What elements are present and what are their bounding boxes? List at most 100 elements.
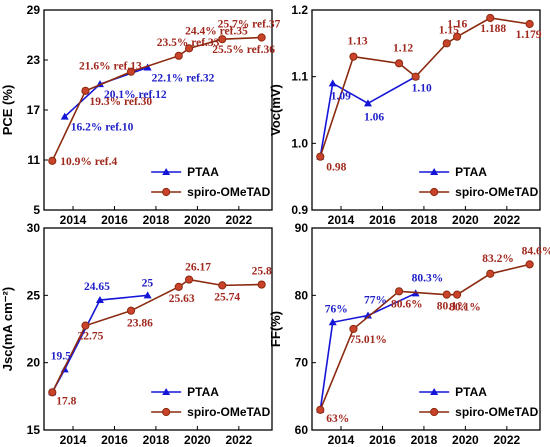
x-tick-label: 2014 (328, 433, 355, 447)
legend-label-spiro-ometad: spiro-OMeTAD (455, 185, 538, 199)
legend-marker-ptaa (430, 168, 439, 175)
data-label: 17.8 (56, 395, 76, 407)
data-label: 1.13 (347, 36, 367, 48)
y-tick-label: 1.2 (291, 3, 308, 17)
data-label: 80.1% (449, 302, 481, 314)
data-label: 84.6% (522, 245, 550, 257)
data-point-spiro-ometad (48, 156, 57, 165)
y-tick-label: 80 (295, 288, 309, 302)
legend-marker-spiro-ometad (430, 407, 439, 417)
data-label: 1.09 (331, 90, 351, 102)
x-tick-label: 2022 (493, 433, 520, 447)
data-point-spiro-ometad (126, 306, 136, 315)
data-point-spiro-ometad (257, 280, 266, 289)
data-label: 83.2% (482, 253, 514, 265)
y-tick-label: 15 (27, 423, 41, 437)
data-label: 25.63 (169, 293, 195, 305)
y-axis-title: FF(%) (268, 311, 283, 347)
data-label: 1.12 (393, 42, 413, 54)
data-point-spiro-ometad (442, 39, 451, 48)
data-label: 25.7% ref.37 (218, 19, 281, 31)
data-label: 24.4% ref.35 (185, 25, 248, 37)
data-label: 0.98 (326, 162, 346, 174)
data-label: 25.8 (252, 266, 272, 278)
data-label: 19.5 (51, 350, 71, 362)
data-label: 10.9% ref.4 (60, 156, 117, 168)
data-point-spiro-ometad (349, 52, 358, 61)
x-tick-label: 2022 (493, 213, 520, 227)
data-label: 1.15 (439, 24, 459, 36)
data-point-spiro-ometad (525, 19, 534, 29)
legend-label-ptaa: PTAA (187, 385, 219, 399)
y-tick-label: 5 (33, 203, 40, 217)
data-point-ptaa (60, 112, 69, 120)
x-tick-label: 2020 (184, 433, 211, 447)
x-tick-label: 2016 (101, 213, 128, 227)
data-label: 76% (325, 303, 348, 315)
legend-label-ptaa: PTAA (187, 165, 219, 179)
y-tick-label: 60 (295, 423, 309, 437)
x-tick-label: 2018 (143, 433, 170, 447)
data-point-spiro-ometad (411, 72, 420, 81)
y-tick-label: 29 (27, 3, 41, 17)
data-label: 25 (142, 277, 154, 289)
y-tick-label: 17 (27, 103, 41, 117)
legend-label-ptaa: PTAA (455, 385, 487, 399)
data-point-spiro-ometad (316, 152, 325, 161)
data-point-spiro-ometad (452, 290, 462, 299)
y-axis-title: Jsc(mA cm⁻²) (0, 287, 15, 371)
data-point-spiro-ometad (257, 33, 266, 42)
y-axis-title: Voc(mV) (268, 84, 283, 136)
data-label: 1.10 (412, 83, 432, 95)
data-point-spiro-ometad (174, 282, 183, 291)
y-tick-label: 11 (27, 153, 40, 167)
x-tick-label: 2014 (60, 213, 87, 227)
data-point-spiro-ometad (316, 405, 325, 414)
data-label: 21.6% ref.13 (79, 61, 142, 73)
x-tick-label: 2018 (411, 213, 438, 227)
legend-label-spiro-ometad: spiro-OMeTAD (187, 405, 270, 419)
data-label: 1.179 (516, 29, 542, 41)
legend-marker-spiro-ometad (162, 407, 171, 417)
x-tick-label: 2020 (184, 213, 211, 227)
data-label: 24.65 (84, 281, 110, 293)
data-point-ptaa (363, 99, 372, 107)
chart-panel-2: 2014 2016 2018 2020 2022 0.9 1.0 1.1 1.2 Voc(mV) 0… (268, 3, 542, 227)
data-label: 80.6% (391, 298, 423, 310)
legend-marker-ptaa (162, 168, 171, 175)
data-label: 23.86 (127, 318, 153, 330)
data-point-spiro-ometad (525, 260, 534, 269)
data-label: 75.01% (349, 334, 386, 346)
data-label: 1.188 (480, 23, 506, 35)
x-tick-label: 2016 (101, 433, 128, 447)
legend-marker-ptaa (162, 388, 171, 395)
data-label: 25.74 (214, 291, 240, 303)
x-tick-label: 2016 (369, 433, 396, 447)
x-tick-label: 2020 (452, 433, 479, 447)
data-point-spiro-ometad (184, 44, 194, 53)
chart-panel-1: 2014 2016 2018 2020 2022 5 11 17 23 29 PCE (%) 10.9… (0, 3, 281, 227)
data-label: 16.2% ref.10 (71, 122, 134, 134)
chart-panel-4: 2014 2016 2018 2020 2022 60 70 80 90 FF(%) 63% 76% 7… (268, 221, 550, 447)
data-point-spiro-ometad (349, 324, 358, 334)
x-tick-label: 2014 (328, 213, 355, 227)
y-tick-label: 30 (27, 221, 41, 235)
data-point-ptaa (328, 318, 337, 326)
legend-label-spiro-ometad: spiro-OMeTAD (455, 405, 538, 419)
legend-marker-spiro-ometad (162, 187, 171, 197)
data-point-ptaa (328, 79, 337, 87)
data-label: 22.75 (77, 331, 103, 343)
y-tick-label: 90 (295, 221, 309, 235)
legend-label-ptaa: PTAA (455, 165, 487, 179)
plot-frame (311, 9, 541, 211)
data-point-spiro-ometad (218, 35, 227, 44)
data-point-spiro-ometad (81, 321, 90, 330)
chart-panel-3: 2014 2016 2018 2020 2022 15 20 25 30 Jsc(mA cm⁻²)… (0, 221, 273, 447)
data-point-ptaa (363, 311, 372, 319)
data-label: 23.5% ref.33 (157, 37, 220, 49)
y-tick-label: 20 (27, 356, 41, 370)
data-point-spiro-ometad (218, 281, 227, 290)
data-point-spiro-ometad (184, 275, 194, 284)
y-tick-label: 1.0 (291, 136, 308, 150)
data-point-spiro-ometad (174, 51, 183, 60)
